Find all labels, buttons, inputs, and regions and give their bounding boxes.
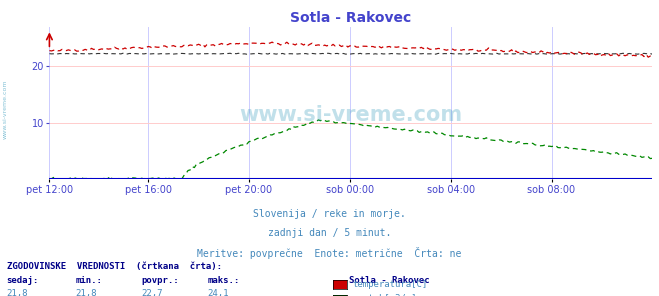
Text: ZGODOVINSKE  VREDNOSTI  (črtkana  črta):: ZGODOVINSKE VREDNOSTI (črtkana črta): xyxy=(7,262,221,271)
Text: www.si-vreme.com: www.si-vreme.com xyxy=(239,105,463,125)
Text: maks.:: maks.: xyxy=(208,276,240,285)
Text: povpr.:: povpr.: xyxy=(142,276,179,285)
Text: 21,8: 21,8 xyxy=(76,289,98,296)
Text: 22,7: 22,7 xyxy=(142,289,163,296)
Text: sedaj:: sedaj: xyxy=(7,276,39,285)
Text: www.si-vreme.com: www.si-vreme.com xyxy=(3,80,8,139)
Text: temperatura[C]: temperatura[C] xyxy=(353,280,428,289)
Title: Sotla - Rakovec: Sotla - Rakovec xyxy=(291,12,411,25)
Text: zadnji dan / 5 minut.: zadnji dan / 5 minut. xyxy=(268,228,391,238)
Text: min.:: min.: xyxy=(76,276,103,285)
Text: Meritve: povprečne  Enote: metrične  Črta: ne: Meritve: povprečne Enote: metrične Črta:… xyxy=(197,247,462,259)
Text: 24,1: 24,1 xyxy=(208,289,229,296)
Text: Sotla - Rakovec: Sotla - Rakovec xyxy=(349,276,430,285)
Text: 21,8: 21,8 xyxy=(7,289,28,296)
Text: Slovenija / reke in morje.: Slovenija / reke in morje. xyxy=(253,209,406,219)
Text: pretok[m3/s]: pretok[m3/s] xyxy=(353,295,417,296)
